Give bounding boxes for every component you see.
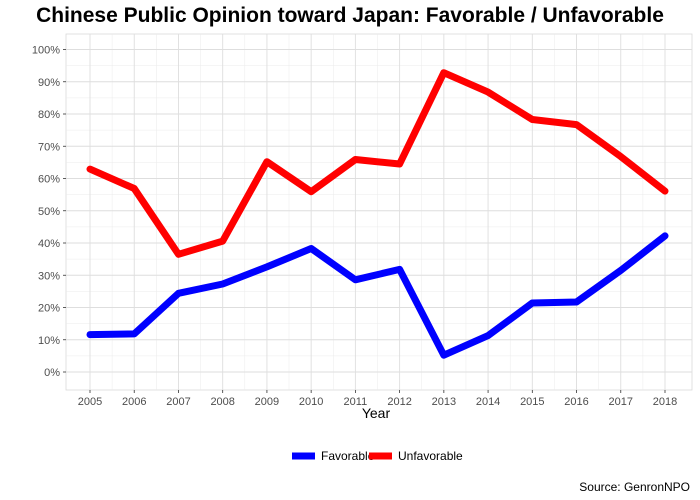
x-axis-ticks: 2005 2006 2007 2008 2009 2010 2011 2012 2013 2014…: [78, 390, 677, 408]
y-tick-label: 60%: [38, 174, 60, 186]
y-tick-label: 0%: [44, 367, 60, 379]
x-tick-label: 2015: [520, 396, 544, 408]
y-tick-label: 80%: [38, 109, 60, 121]
y-tick-label: 20%: [38, 303, 60, 315]
x-tick-label: 2010: [299, 396, 323, 408]
x-tick-label: 2008: [210, 396, 234, 408]
source-caption: Source: GenronNPO: [579, 480, 690, 494]
x-tick-label: 2011: [344, 396, 368, 408]
series-line-favorable: [86, 232, 669, 359]
y-tick-label: 70%: [38, 141, 60, 153]
plot-panel: [65, 33, 693, 391]
y-tick-label: 40%: [38, 238, 60, 250]
chart-title: Chinese Public Opinion toward Japan: Fav…: [36, 4, 664, 27]
x-tick-label: 2013: [432, 396, 456, 408]
x-tick-label: 2005: [78, 396, 102, 408]
y-tick-label: 90%: [38, 77, 60, 89]
x-tick-label: 2009: [255, 396, 279, 408]
x-tick-label: 2006: [122, 396, 146, 408]
x-axis-title: Year: [362, 405, 391, 421]
series-lines: [86, 69, 669, 359]
y-tick-label: 30%: [38, 270, 60, 282]
x-tick-label: 2017: [609, 396, 633, 408]
y-tick-label: 50%: [38, 206, 60, 218]
legend-label-favorable: Favorable: [321, 449, 375, 463]
legend-label-unfavorable: Unfavorable: [398, 449, 463, 463]
x-tick-label: 2012: [387, 396, 411, 408]
series-line-unfavorable: [86, 69, 669, 258]
x-tick-label: 2018: [653, 396, 677, 408]
y-axis-ticks: 0% 10% 20% 30% 40% 50% 60% 70% 80% 90% 100%: [32, 45, 66, 379]
x-tick-label: 2007: [166, 396, 190, 408]
y-tick-label: 10%: [38, 335, 60, 347]
x-tick-label: 2016: [564, 396, 588, 408]
x-tick-label: 2014: [476, 396, 500, 408]
legend: Favorable Unfavorable: [292, 449, 463, 463]
y-tick-label: 100%: [32, 45, 60, 57]
